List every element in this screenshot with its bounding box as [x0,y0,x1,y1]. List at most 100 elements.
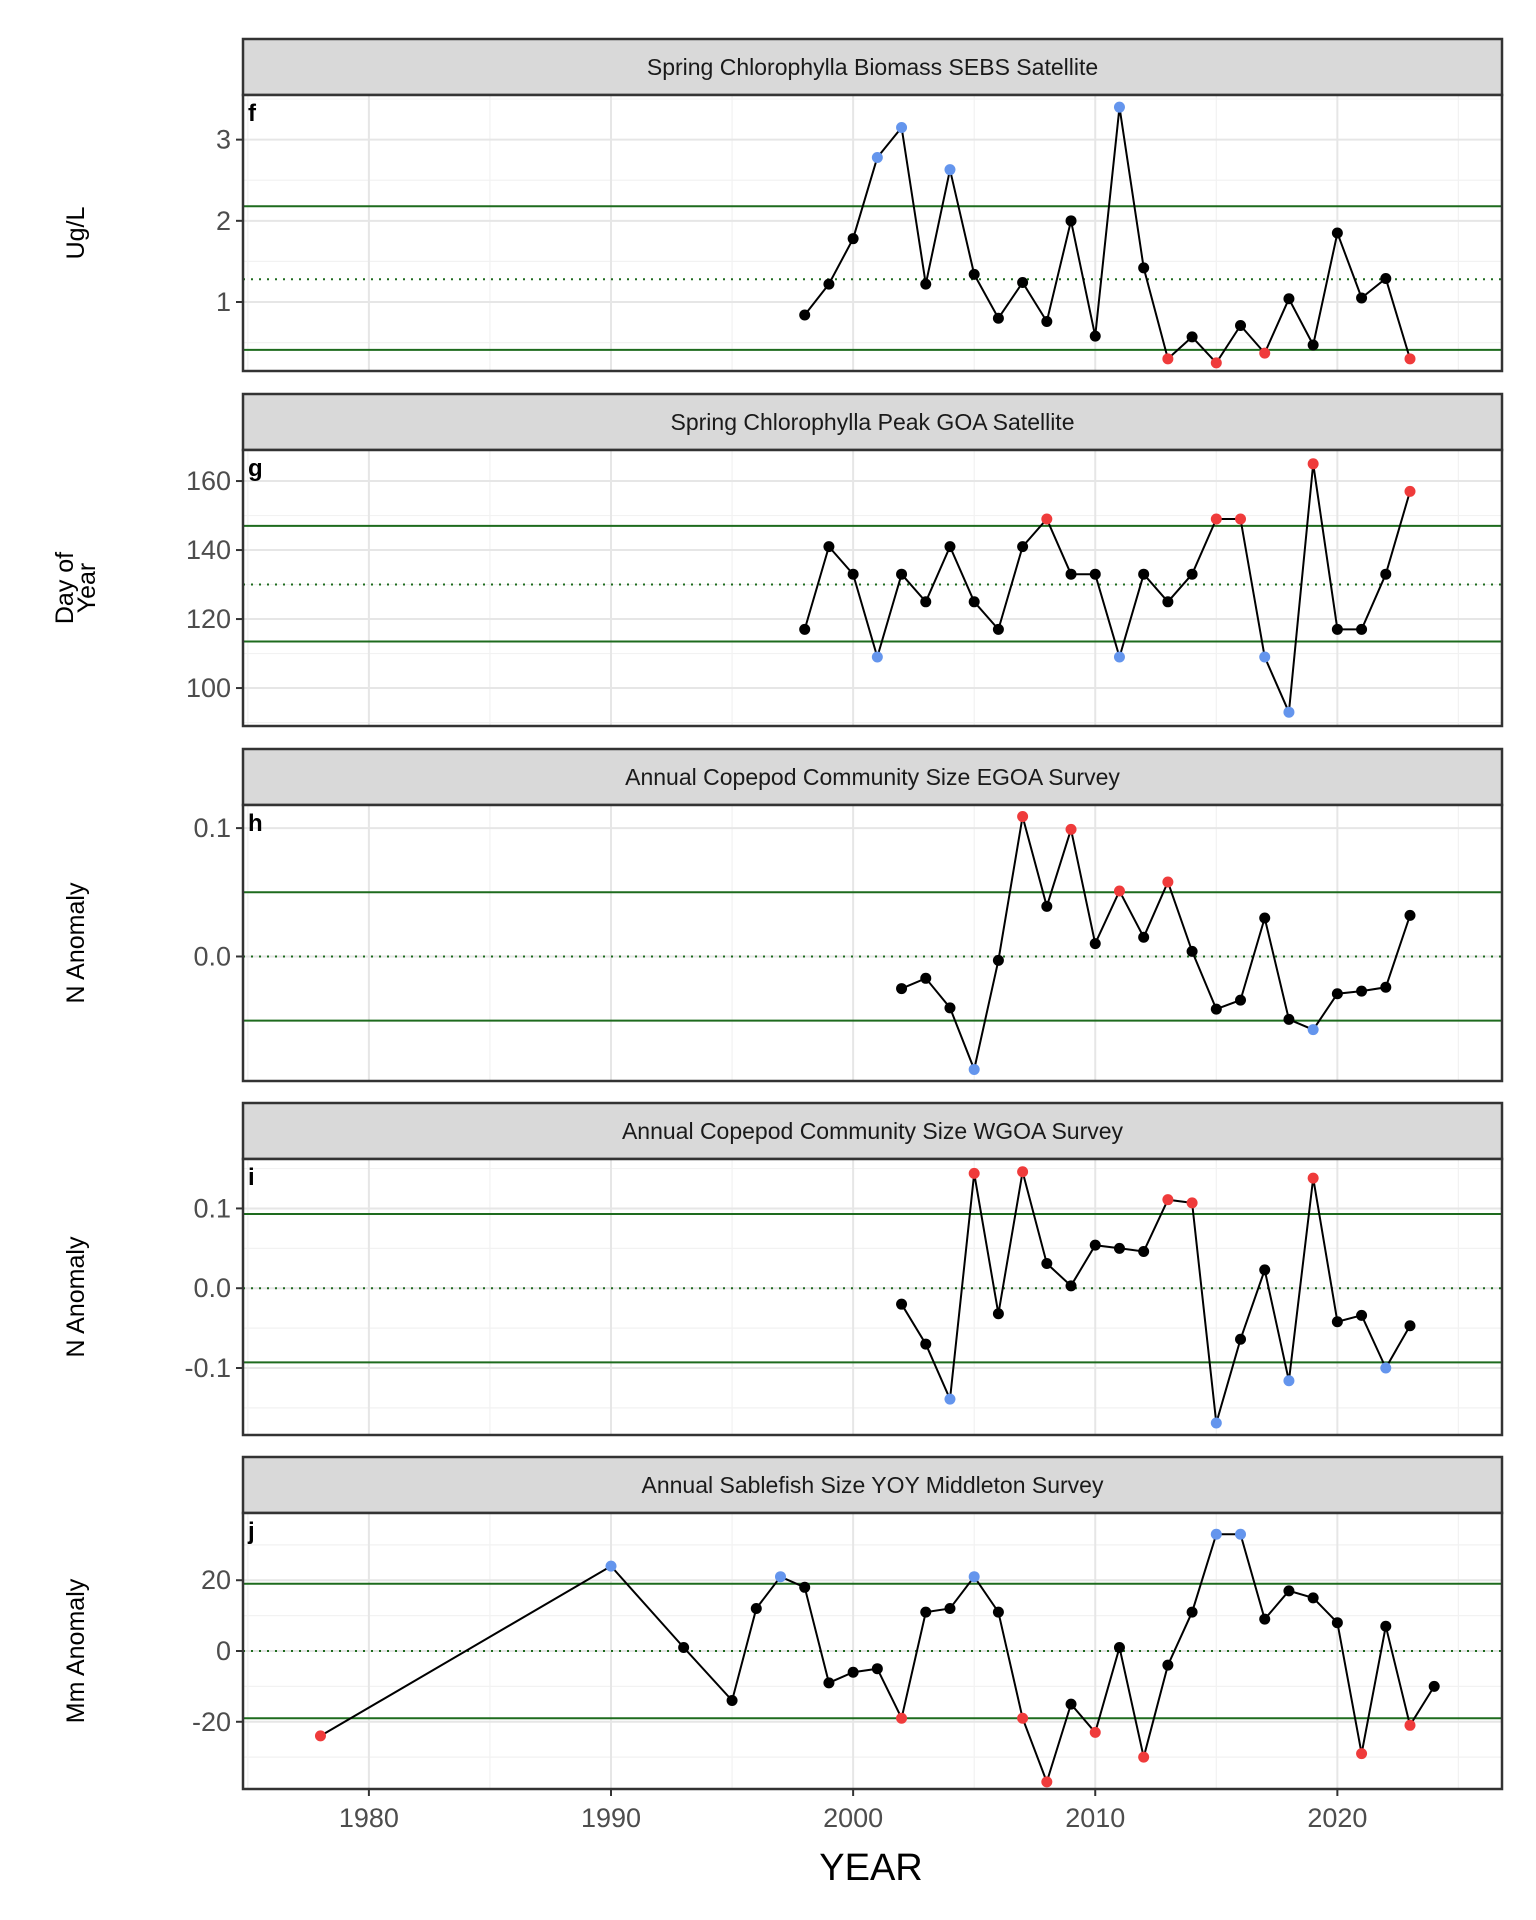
panel-letter: g [248,455,263,482]
y-tick-label: 120 [186,604,231,634]
data-point [992,1308,1004,1320]
panel-title: Spring Chlorophylla Peak GOA Satellite [671,409,1075,435]
data-point [1331,227,1343,239]
data-point [1041,900,1053,912]
data-point-low [1283,1375,1295,1387]
data-point [920,1338,932,1350]
data-point-low [1113,651,1125,663]
panel-border [241,1157,1504,1437]
data-point-low [1307,1024,1319,1036]
data-point-high [1162,353,1174,365]
data-point-low [944,1393,956,1405]
data-point-high [1089,1726,1101,1738]
data-point-high [1041,1776,1053,1788]
y-tick-label: 0.1 [193,1193,231,1223]
data-point [1065,1698,1077,1710]
series-line [901,816,1411,1073]
data-point-low [1210,1528,1222,1540]
y-tick-label: 100 [186,673,231,703]
data-point-low [1380,1362,1392,1374]
x-tick-label: 2000 [823,1803,883,1833]
plot-background [243,1159,1502,1435]
y-tick-label: 3 [216,125,231,155]
panel-h: Annual Copepod Community Size EGOA Surve… [62,747,1504,1083]
data-point [1186,568,1198,580]
data-point [1162,596,1174,608]
data-point [799,1581,811,1593]
panel-border [241,448,1504,728]
data-point [1404,1320,1416,1332]
panel-letter: i [248,1164,255,1191]
data-point [799,309,811,321]
y-tick-label: 0.0 [193,941,231,971]
y-axis-label: Day ofYear [51,552,101,624]
data-point [1259,1264,1271,1276]
data-point [1380,272,1392,284]
data-point [1283,1013,1295,1025]
plot-background [243,805,1502,1081]
data-point [1235,994,1247,1006]
data-point [1113,1641,1125,1653]
data-point [1331,623,1343,635]
data-point-high [1235,513,1247,525]
data-point [1186,945,1198,957]
data-point [1356,985,1368,997]
data-point-high [1186,1197,1198,1209]
data-point [992,1606,1004,1618]
y-tick-label: -20 [192,1707,231,1737]
y-tick-label: 0.0 [193,1273,231,1303]
plot-background [243,450,1502,726]
data-point [1235,320,1247,332]
data-point [920,596,932,608]
series-line [803,107,1411,365]
data-point [1041,315,1053,327]
data-point-high [1162,876,1174,888]
data-point-low [871,152,883,164]
data-point [1186,331,1198,343]
data-point-high [1404,353,1416,365]
data-point [1138,1246,1150,1258]
data-point [1210,1003,1222,1015]
data-point-high [1017,1712,1029,1724]
data-point [896,1298,908,1310]
data-point [944,1603,956,1615]
data-point [1089,568,1101,580]
y-tick-label: 20 [201,1565,231,1595]
data-point [896,568,908,580]
panel-title: Annual Sablefish Size YOY Middleton Surv… [642,1472,1104,1498]
data-point [750,1603,762,1615]
data-point [992,954,1004,966]
data-point-high [1138,1751,1150,1763]
data-point-high [1259,347,1271,359]
panel-title: Annual Copepod Community Size EGOA Surve… [625,764,1120,790]
data-point [1331,1316,1343,1328]
data-point-high [1404,1719,1416,1731]
data-point [896,983,908,995]
data-point-high [1307,1172,1319,1184]
data-point-high [1210,513,1222,525]
panel-j: Annual Sablefish Size YOY Middleton Surv… [62,1455,1504,1791]
data-point [1089,1239,1101,1251]
x-tick-label: 1990 [581,1803,641,1833]
data-point [1283,1585,1295,1597]
data-point [1065,1280,1077,1292]
data-point [920,1606,932,1618]
data-point [1017,277,1029,289]
data-point [1089,938,1101,950]
data-point-low [1113,101,1125,113]
data-point [1356,292,1368,304]
data-point-high [896,1712,908,1724]
y-tick-label: -0.1 [184,1353,231,1383]
y-axis-label: Ug/L [62,207,90,260]
data-point [992,312,1004,324]
y-tick-label: 140 [186,535,231,565]
data-point [1380,1620,1392,1632]
data-point [1138,262,1150,274]
data-point [823,541,835,553]
data-point-high [1065,823,1077,835]
data-point-low [774,1571,786,1583]
data-point [823,278,835,290]
data-point [944,1002,956,1014]
data-point-low [968,1571,980,1583]
